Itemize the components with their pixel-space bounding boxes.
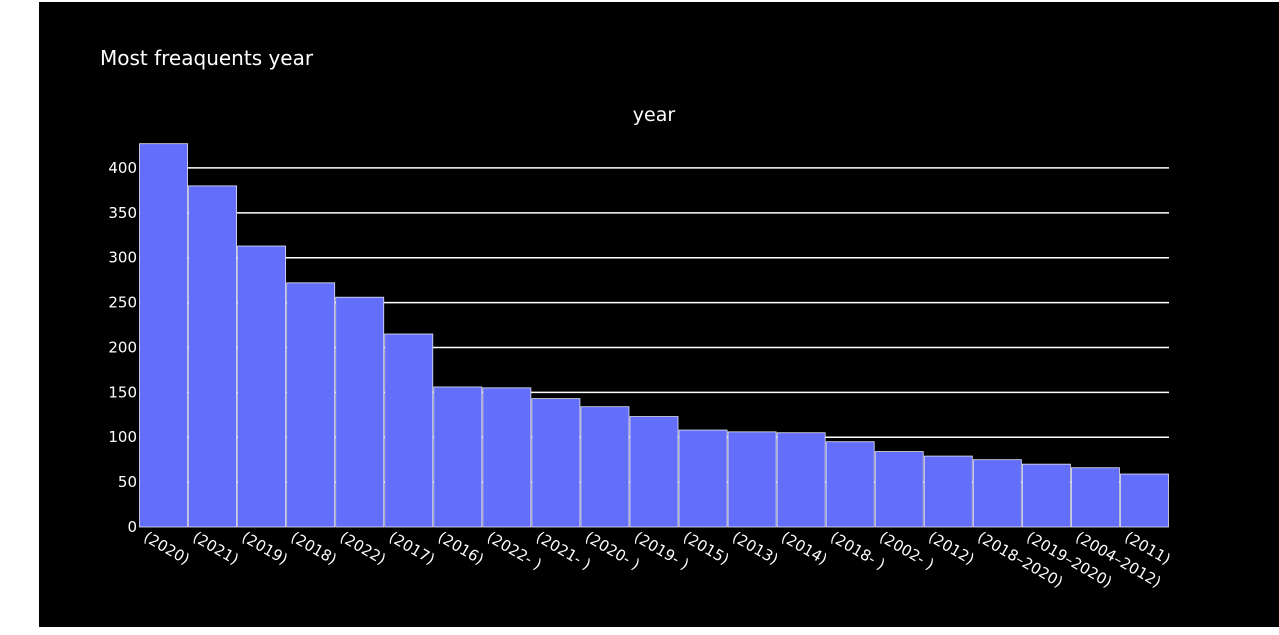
x-category-label: (2020) (141, 528, 193, 569)
x-category-label: (2014) (778, 528, 830, 569)
y-axis-ticks: 0 50 100 150 200 250 300 350 400 (108, 159, 137, 536)
bar (482, 387, 532, 528)
bar (727, 431, 777, 528)
y-tick-label: 50 (118, 473, 137, 491)
y-tick-label: 300 (108, 249, 137, 267)
x-category-label: (2022) (337, 528, 389, 569)
x-category-label: (2019) (239, 528, 291, 569)
bar (629, 416, 679, 528)
bar (776, 432, 826, 528)
chart-title: Most freaquents year (100, 46, 314, 70)
x-axis-labels: (2020)(2021)(2019)(2018)(2022)(2017)(201… (141, 528, 1174, 591)
bar (1071, 467, 1120, 528)
bar (237, 245, 287, 528)
bar (286, 282, 336, 528)
y-tick-label: 400 (108, 159, 137, 177)
y-tick-label: 200 (108, 338, 137, 356)
x-category-label: (2017) (386, 528, 438, 569)
y-tick-label: 250 (108, 294, 137, 312)
x-category-label: (2016) (435, 528, 487, 569)
x-category-label: (2002- ) (876, 528, 937, 574)
bar (531, 398, 581, 528)
bar (923, 455, 973, 528)
x-category-label: (2019- ) (631, 528, 692, 574)
bar-chart: Most freaquents year year 0 50 100 150 200 25… (100, 46, 1174, 591)
y-tick-label: 0 (127, 518, 137, 536)
bars (139, 143, 1169, 528)
bar (335, 296, 385, 528)
bar (972, 459, 1022, 528)
x-category-label: (2018- ) (827, 528, 888, 574)
chart-subtitle: year (633, 104, 676, 126)
bar (1021, 463, 1071, 528)
bar (188, 185, 237, 528)
bar (433, 386, 483, 528)
x-category-label: (2020- ) (582, 528, 643, 574)
chart-container: Most freaquents year year 0 50 100 150 200 25… (39, 2, 1279, 627)
y-tick-label: 100 (108, 428, 137, 446)
bar (874, 451, 924, 528)
bar (1120, 473, 1169, 528)
x-category-label: (2013) (729, 528, 781, 569)
bar (678, 429, 728, 528)
bar (580, 406, 630, 528)
x-category-label: (2018) (288, 528, 340, 569)
x-category-label: (2021) (190, 528, 242, 569)
x-category-label: (2021- ) (533, 528, 594, 574)
bar (384, 333, 434, 528)
bar (139, 143, 188, 528)
y-tick-label: 350 (108, 204, 137, 222)
x-category-label: (2022- ) (484, 528, 545, 574)
bar (825, 441, 875, 528)
y-tick-label: 150 (108, 383, 137, 401)
